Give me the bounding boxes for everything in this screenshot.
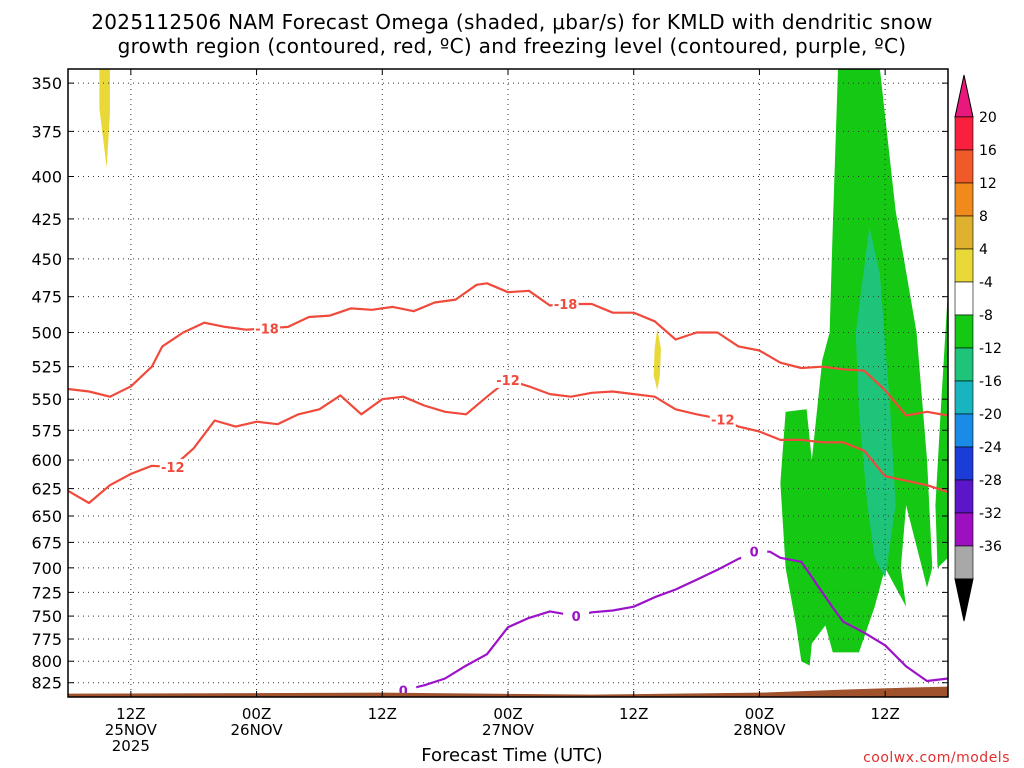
y-tick-label: 400 [31, 168, 62, 187]
colorbar-label: 8 [979, 209, 988, 225]
contour-label-bg [254, 320, 281, 337]
contour-label: -12 [161, 461, 185, 476]
colorbar-label: 4 [979, 242, 988, 258]
colorbar-swatch [954, 248, 974, 283]
omega-region [99, 69, 110, 168]
y-tick-label: 825 [31, 674, 62, 693]
y-tick-label: 600 [31, 451, 62, 470]
credit-link[interactable]: coolwx.com/models [863, 750, 1010, 766]
colorbar-label: -32 [979, 506, 1002, 522]
y-tick-label: 425 [31, 210, 62, 229]
colorbar-swatch [954, 116, 974, 151]
colorbar-swatch [954, 380, 974, 415]
axes: 350 375 400 425 450 475 500 525 550 575 600 625 650 6… [31, 68, 949, 755]
x-tick-label: 2025 [112, 737, 150, 755]
y-tick-label: 500 [31, 324, 62, 343]
x-tick-label: 00Z [493, 705, 522, 723]
x-tick-label: 26NOV [231, 721, 284, 739]
contour-label: -18 [255, 322, 279, 337]
colorbar-label: -28 [979, 473, 1002, 489]
y-tick-label: 775 [31, 630, 62, 649]
chart-title-line-2: growth region (contoured, red, ºC) and f… [117, 34, 907, 58]
colorbar-swatch [954, 149, 974, 184]
colorbar-swatch [954, 347, 974, 382]
colorbar-swatch [954, 512, 974, 547]
colorbar-label: 16 [979, 143, 997, 159]
y-tick-label: 375 [31, 122, 62, 141]
contour-label-bg [709, 411, 736, 428]
y-tick-label: 675 [31, 533, 62, 552]
x-tick-label: 28NOV [733, 721, 786, 739]
y-tick-label: 800 [31, 652, 62, 671]
contour-0 [402, 550, 949, 692]
colorbar-swatch [954, 182, 974, 217]
colorbar-swatch [954, 413, 974, 448]
y-tick-label: 575 [31, 421, 62, 440]
x-axis-title: Forecast Time (UTC) [421, 745, 603, 766]
colorbar-label: -8 [979, 308, 993, 324]
contour-label-bg [563, 608, 590, 625]
colorbar-label: -36 [979, 539, 1002, 555]
y-tick-label: 475 [31, 288, 62, 307]
colorbar-over-triangle [954, 74, 974, 118]
contours: -18 -18 -12 -12 -12 0 0 0 [67, 282, 949, 699]
colorbar-under-triangle [954, 578, 974, 622]
colorbar: 20 16 12 8 4 -4 -8 -12 -16 -20 -24 -28 -32 -36 [954, 74, 1002, 622]
y-tick-label: 550 [31, 390, 62, 409]
contour-label-bg [552, 296, 579, 313]
contour-label-bg [495, 371, 521, 388]
x-tick-label: 27NOV [482, 721, 535, 739]
x-tick-label: 12Z [619, 705, 648, 723]
y-tick-label: 625 [31, 480, 62, 499]
x-tick-label: 25NOV [105, 721, 158, 739]
colorbar-label: -16 [979, 374, 1002, 390]
y-tick-label: 350 [31, 74, 62, 93]
terrain [68, 686, 948, 697]
terrain-fill [68, 686, 948, 697]
colorbar-swatch [954, 281, 974, 316]
colorbar-swatch [954, 479, 974, 514]
y-tick-label: 725 [31, 583, 62, 602]
contour-label: 0 [750, 546, 759, 561]
x-tick-label: 12Z [368, 705, 397, 723]
x-tick-label: 00Z [242, 705, 271, 723]
colorbar-label: -4 [979, 275, 993, 291]
colorbar-swatch [954, 314, 974, 349]
contour-label: -12 [496, 374, 520, 389]
x-tick-label: 12Z [870, 705, 899, 723]
colorbar-label: -12 [979, 341, 1002, 357]
y-tick-label: 650 [31, 507, 62, 526]
contour-label: -12 [711, 413, 735, 428]
contour-label: 0 [572, 610, 581, 625]
contour--18 [67, 282, 949, 417]
x-tick-label: 12Z [116, 705, 145, 723]
grid [68, 69, 948, 697]
contour-label-bg [741, 543, 768, 560]
y-tick-label: 450 [31, 250, 62, 269]
chart-title-line-1: 2025112506 NAM Forecast Omega (shaded, μ… [91, 10, 933, 34]
omega-region [855, 227, 896, 578]
y-tick-label: 750 [31, 607, 62, 626]
colorbar-swatch [954, 446, 974, 481]
colorbar-label: 12 [979, 176, 997, 192]
y-tick-label: 525 [31, 358, 62, 377]
contour-label-bg [159, 459, 186, 476]
contour-label: 0 [399, 684, 408, 699]
colorbar-label: -20 [979, 407, 1002, 423]
colorbar-label: 20 [979, 110, 997, 126]
x-tick-label: 00Z [745, 705, 774, 723]
y-tick-label: 700 [31, 559, 62, 578]
colorbar-swatch [954, 215, 974, 250]
omega-region [653, 328, 661, 391]
colorbar-swatch [954, 545, 974, 580]
omega-region [935, 289, 948, 568]
colorbar-label: -24 [979, 440, 1002, 456]
contour-label: -18 [554, 298, 578, 313]
